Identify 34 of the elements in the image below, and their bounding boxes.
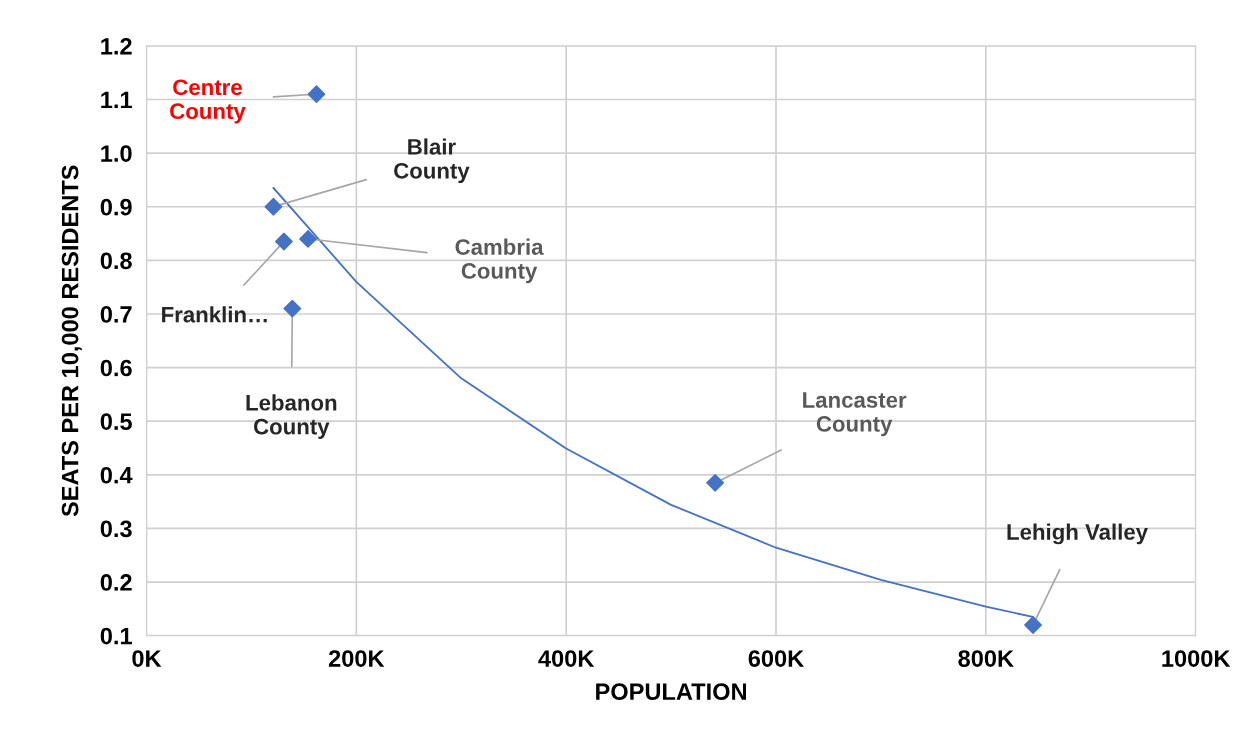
y-tick-label: 1.2 bbox=[101, 37, 132, 55]
x-tick-label: 1000K bbox=[1162, 650, 1231, 667]
x-tick-label: 0K bbox=[132, 650, 162, 667]
y-tick-label: 0.4 bbox=[100, 466, 133, 484]
y-tick-label: 0.3 bbox=[100, 520, 132, 538]
annotation: Lancaster County bbox=[803, 392, 907, 437]
point bbox=[299, 229, 317, 248]
annotation: Cambria County bbox=[455, 238, 544, 284]
annotation: Blair County bbox=[394, 138, 470, 184]
annotation: Centre County bbox=[170, 79, 246, 124]
annotation: Franklin… bbox=[162, 306, 267, 323]
point bbox=[275, 232, 293, 251]
x-axis-title: POPULATION bbox=[596, 683, 747, 701]
y-tick-label: 0.6 bbox=[100, 359, 132, 377]
x-tick-label: 200K bbox=[328, 650, 385, 667]
y-tick-label: 1.0 bbox=[101, 145, 132, 162]
point bbox=[283, 299, 302, 318]
point bbox=[1024, 616, 1042, 634]
x-tick-label: 800K bbox=[958, 650, 1014, 667]
point bbox=[706, 473, 725, 492]
y-tick-label: 0.7 bbox=[100, 306, 132, 323]
y-tick-label: 0.5 bbox=[100, 413, 132, 430]
y-tick-label: 0.8 bbox=[100, 252, 132, 270]
annotation: Lehigh Valley bbox=[1007, 523, 1148, 545]
x-tick-label: 400K bbox=[538, 650, 595, 667]
y-tick-label: 0.9 bbox=[100, 198, 132, 216]
y-axis-title: SEATS PER 10,000 RESIDENTS bbox=[61, 165, 82, 517]
y-tick-label: 1.1 bbox=[101, 91, 132, 109]
point bbox=[264, 197, 283, 216]
x-tick-label: 600K bbox=[748, 650, 804, 667]
annotation: Lebanon County bbox=[246, 394, 337, 439]
y-tick-label: 0.2 bbox=[100, 574, 132, 591]
point bbox=[307, 85, 326, 104]
y-tick-label: 0.1 bbox=[100, 627, 132, 645]
